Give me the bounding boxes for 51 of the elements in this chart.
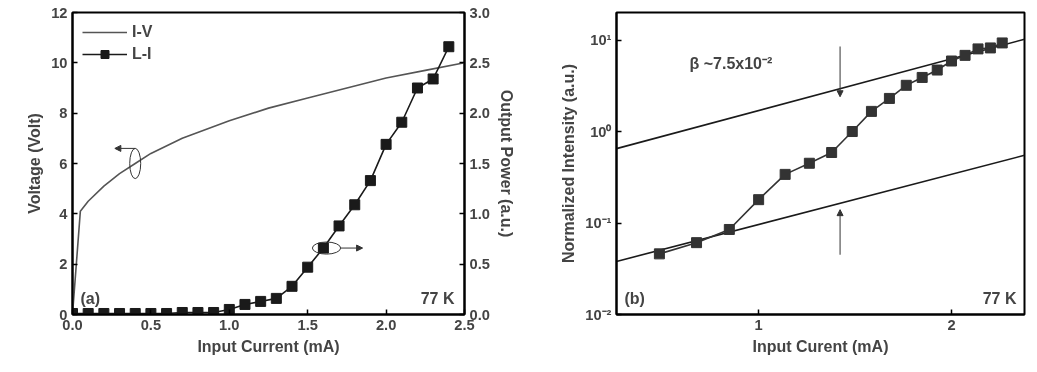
- x-tick-label: 0.5: [140, 316, 162, 333]
- x-tick-label: 1.0: [219, 316, 240, 333]
- y2-tick-label: 0.5: [469, 256, 490, 273]
- y2-tick-label: 2.5: [469, 54, 490, 71]
- x-tick-label: 1: [754, 316, 763, 333]
- point: [333, 220, 345, 232]
- legend-label: L-I: [132, 45, 152, 63]
- y2-tick-label: 3.0: [469, 4, 490, 21]
- point: [286, 280, 298, 292]
- y2-tick-label: 1.5: [469, 155, 490, 172]
- point: [223, 303, 235, 315]
- point: [349, 199, 361, 211]
- x-axis-title: Input Current (mA): [197, 337, 340, 355]
- point: [427, 73, 439, 85]
- point: [396, 116, 408, 128]
- y-tick-label: 12: [51, 4, 68, 21]
- y-tick-label: 8: [59, 105, 68, 122]
- point: [208, 306, 220, 315]
- y-tick-label: 2: [59, 256, 68, 273]
- y-tick-label: 6: [59, 155, 68, 172]
- annotation: β ~7.5x10⁻²: [689, 54, 773, 72]
- point: [192, 306, 204, 315]
- annotation: (a): [80, 289, 101, 307]
- y-tick-label: 10⁻²: [585, 306, 612, 323]
- y-axis-title: Normalized Intensity (a.u.): [560, 63, 578, 264]
- y-tick-label: 10⁻¹: [585, 215, 612, 232]
- point: [270, 292, 282, 304]
- point: [255, 295, 267, 307]
- point: [239, 298, 251, 310]
- y2-tick-label: 1.0: [469, 205, 490, 222]
- point: [443, 41, 455, 53]
- y-tick-label: 10: [51, 54, 68, 71]
- x-tick-label: 1.5: [297, 316, 318, 333]
- point: [411, 82, 423, 94]
- x-tick-label: 2.0: [375, 316, 397, 333]
- y2-axis-title: Output Power (a.u.): [497, 89, 515, 238]
- annotation: 77 K: [982, 289, 1017, 307]
- y-axis-title: Voltage (Volt): [26, 113, 44, 214]
- legend-label: I-V: [132, 23, 153, 41]
- x-tick-label: 2: [947, 316, 956, 333]
- point: [302, 261, 314, 273]
- annotation: (b): [624, 289, 645, 307]
- y-tick-label: 10¹: [590, 32, 612, 49]
- annotation: 77 K: [420, 289, 455, 307]
- point: [176, 306, 188, 315]
- x-axis-title: Input Curent (mA): [752, 337, 889, 355]
- point: [380, 138, 392, 150]
- point: [364, 175, 376, 187]
- y-tick-label: 4: [59, 205, 69, 222]
- y2-tick-label: 2.0: [469, 105, 490, 122]
- y-tick-label: 10⁰: [590, 123, 613, 140]
